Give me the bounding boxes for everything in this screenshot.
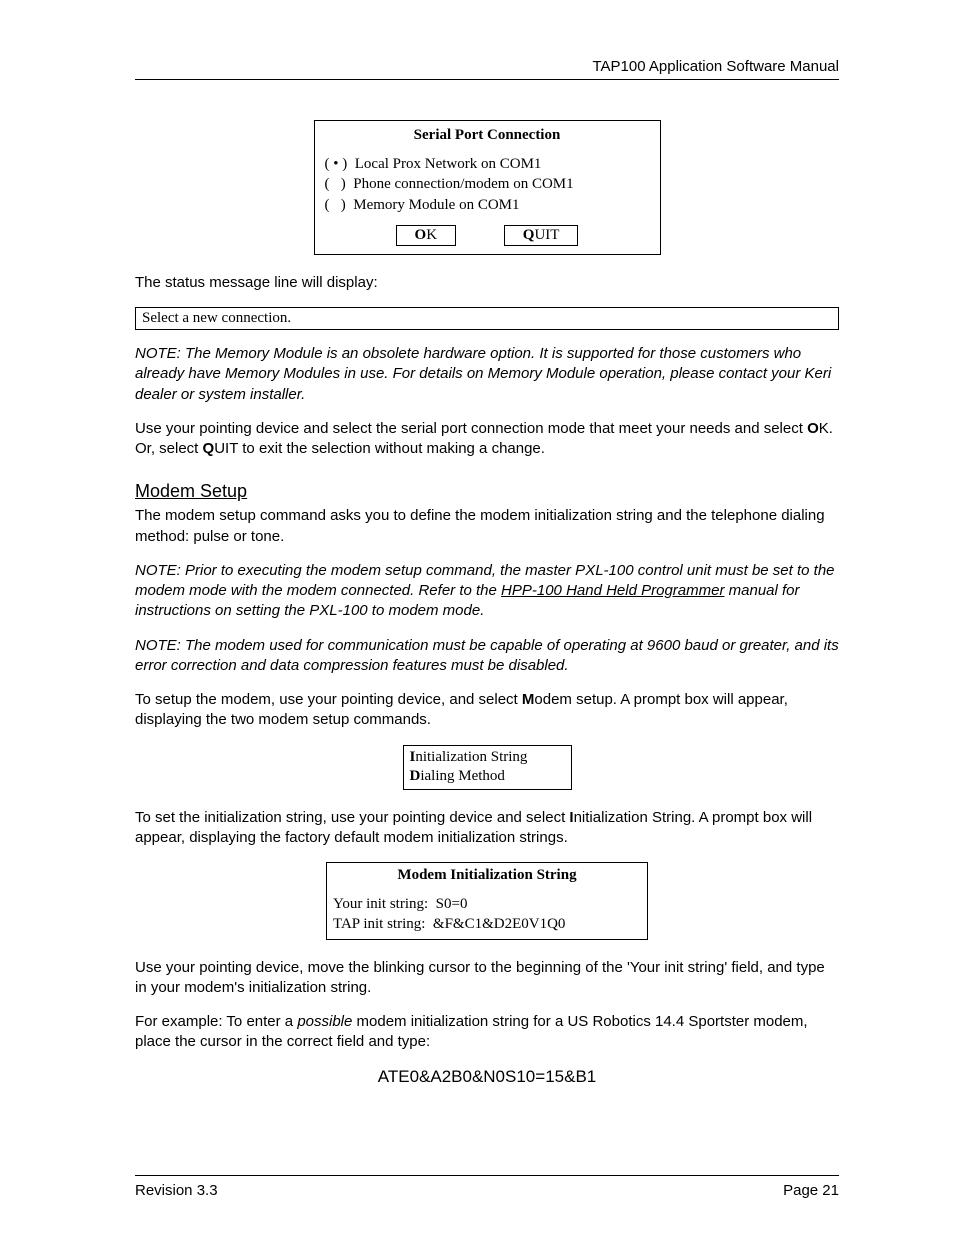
tap-init-string-value: &F&C1&D2E0V1Q0 <box>433 916 566 932</box>
init-box-title: Modem Initialization String <box>327 863 647 894</box>
header-rule <box>135 79 839 80</box>
your-init-string-value[interactable]: S0=0 <box>436 896 468 912</box>
serial-option-1[interactable]: ( • ) Local Prox Network on COM1 <box>325 154 650 174</box>
serial-box-title: Serial Port Connection <box>315 121 660 154</box>
document-page: TAP100 Application Software Manual Seria… <box>0 0 954 1235</box>
modem-init-string-box: Modem Initialization String Your init st… <box>326 862 648 940</box>
use-pointer-2-text: Use your pointing device, move the blink… <box>135 958 839 999</box>
footer-page-number: Page 21 <box>783 1182 839 1199</box>
serial-port-connection-box: Serial Port Connection ( • ) Local Prox … <box>314 120 661 255</box>
note-modem-1: NOTE: Prior to executing the modem setup… <box>135 561 839 622</box>
page-footer: Revision 3.3 Page 21 <box>135 1175 839 1199</box>
your-init-string-row: Your init string: S0=0 <box>333 894 641 914</box>
menu-item-init-string[interactable]: Initialization String <box>410 748 565 768</box>
status-intro-text: The status message line will display: <box>135 273 839 293</box>
menu-item-dialing-method[interactable]: Dialing Method <box>410 767 565 787</box>
ok-button[interactable]: OK <box>396 225 457 246</box>
example-intro-text: For example: To enter a possible modem i… <box>135 1012 839 1053</box>
to-setup-modem-text: To setup the modem, use your pointing de… <box>135 690 839 731</box>
note-memory-module: NOTE: The Memory Module is an obsolete h… <box>135 344 839 405</box>
serial-option-2[interactable]: ( ) Phone connection/modem on COM1 <box>325 174 650 194</box>
note-modem-2: NOTE: The modem used for communication m… <box>135 636 839 677</box>
tap-init-string-row: TAP init string: &F&C1&D2E0V1Q0 <box>333 914 641 934</box>
modem-setup-heading: Modem Setup <box>135 481 839 502</box>
modem-setup-intro: The modem setup command asks you to defi… <box>135 506 839 547</box>
use-pointer-text: Use your pointing device and select the … <box>135 419 839 460</box>
header-title: TAP100 Application Software Manual <box>135 58 839 75</box>
serial-box-options: ( • ) Local Prox Network on COM1 ( ) Pho… <box>315 154 660 225</box>
example-init-string: ATE0&A2B0&N0S10=15&B1 <box>135 1067 839 1087</box>
status-message-box: Select a new connection. <box>135 307 839 330</box>
quit-button[interactable]: QUIT <box>504 225 579 246</box>
footer-rule <box>135 1175 839 1176</box>
modem-setup-menu-box: Initialization String Dialing Method <box>403 745 572 790</box>
serial-box-buttons: OK QUIT <box>315 225 660 254</box>
footer-revision: Revision 3.3 <box>135 1182 218 1199</box>
serial-option-3[interactable]: ( ) Memory Module on COM1 <box>325 195 650 215</box>
to-set-init-text: To set the initialization string, use yo… <box>135 808 839 849</box>
